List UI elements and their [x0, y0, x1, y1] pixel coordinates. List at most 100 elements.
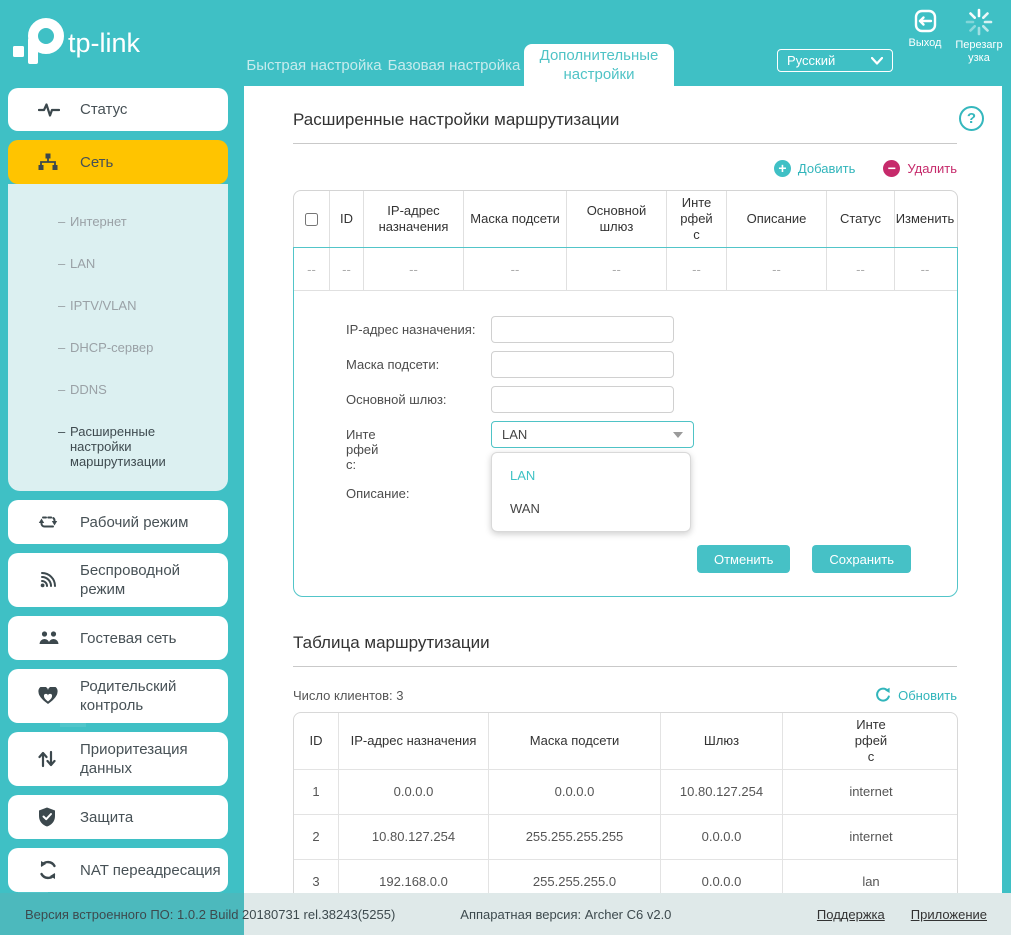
default-gateway-field[interactable] [491, 386, 674, 413]
main-content: ? Расширенные настройки маршрутизации + … [244, 86, 1002, 905]
tab-quick-setup[interactable]: Быстрая настройка [246, 56, 382, 74]
footer-bg-left [0, 893, 244, 935]
column-header: ID [294, 713, 339, 769]
network-submenu: – Интернет – LAN – IPTV/VLAN – DHCP-сервер –… [8, 184, 228, 491]
top-tabs: Быстрая настройка Базовая настройка Допо… [244, 0, 674, 86]
routing-table-section: Таблица маршрутизации Число клиентов: 3 … [293, 633, 958, 905]
option-lan[interactable]: LAN [510, 468, 536, 483]
column-header: Маска подсети [489, 713, 661, 769]
sidebar-item-label: NAT переадресация [80, 861, 221, 879]
app-header: tp-link Быстрая настройка Базовая настро… [0, 0, 1011, 86]
help-button[interactable]: ? [959, 106, 984, 131]
logout-label: Выход [908, 37, 942, 49]
route-editor-panel: -- -- -- -- -- -- -- -- -- IP-адрес назн… [293, 247, 958, 597]
delete-route-button[interactable]: − Удалить [883, 158, 957, 178]
destination-ip-field[interactable] [491, 316, 674, 343]
footer-bg-right [244, 893, 1011, 935]
submenu-item-internet[interactable]: – Интернет [58, 214, 127, 229]
column-header: IP-адрес назначения [339, 713, 489, 769]
column-header: Интерфейс [667, 191, 727, 247]
support-link[interactable]: Поддержка [816, 906, 885, 922]
pulse-icon [38, 100, 60, 120]
submenu-item-lan[interactable]: – LAN [58, 256, 96, 271]
wifi-icon [38, 570, 60, 590]
description-label: Описание: [346, 486, 410, 501]
plus-icon: + [773, 159, 791, 177]
routes-table-header: ID IP-адрес назначения Маска подсети Осн… [293, 190, 958, 247]
sidebar-item-label: Статус [80, 101, 128, 118]
brand-text: tp-link [68, 28, 141, 58]
submenu-item-dhcp[interactable]: – DHCP-сервер [58, 340, 154, 355]
logout-button[interactable]: Выход [901, 8, 949, 50]
sync-arrows-icon [38, 512, 60, 532]
language-select[interactable]: Русский [777, 49, 893, 72]
subnet-mask-field[interactable] [491, 351, 674, 378]
interface-label: Интерфейс: [346, 427, 379, 472]
app-link[interactable]: Приложение [910, 906, 987, 922]
refresh-button[interactable]: Обновить [875, 687, 957, 703]
reboot-label: Перезагрузка [955, 39, 1003, 64]
submenu-item-ddns[interactable]: – DDNS [58, 382, 107, 397]
heart-icon [38, 686, 60, 706]
network-icon [38, 152, 60, 172]
column-header: IP-адрес назначения [364, 191, 464, 247]
sidebar-item-operation-mode[interactable]: Рабочий режим [8, 500, 228, 544]
sidebar-item-guest-network[interactable]: Гостевая сеть [8, 616, 228, 660]
new-route-row: -- -- -- -- -- -- -- -- -- [294, 248, 957, 291]
table-row: 1 0.0.0.0 0.0.0.0 10.80.127.254 internet [294, 770, 957, 815]
option-wan[interactable]: WAN [510, 501, 540, 516]
routing-table: ID IP-адрес назначения Маска подсети Шлю… [293, 712, 958, 905]
reboot-button[interactable]: Перезагрузка [955, 8, 1003, 65]
ip-label: IP-адрес назначения: [346, 322, 476, 337]
tp-link-logo: tp-link [12, 16, 174, 70]
column-header: ID [330, 191, 364, 247]
interface-dropdown: LAN WAN [491, 452, 691, 532]
sidebar-item-wireless[interactable]: Беспроводной режим [8, 553, 228, 607]
column-header: Маска подсети [464, 191, 567, 247]
sidebar: Статус Сеть – Интернет – LAN – IPTV/VLAN – D… [0, 86, 244, 935]
minus-icon: − [883, 159, 901, 177]
footer: Версия встроенного ПО: 1.0.2 Build 20180… [0, 893, 1011, 935]
sidebar-item-parental-controls[interactable]: Родительский контроль [8, 669, 228, 723]
firmware-version: Версия встроенного ПО: 1.0.2 Build 20180… [25, 906, 396, 922]
circular-arrows-icon [38, 860, 60, 880]
sidebar-item-qos[interactable]: Приоритезация данных [8, 732, 228, 786]
tab-basic[interactable]: Базовая настройка [387, 56, 521, 74]
sidebar-item-security[interactable]: Защита [8, 795, 228, 839]
submenu-item-advanced-routing[interactable]: – Расширенные настройки маршрутизации [58, 424, 166, 469]
sidebar-item-network[interactable]: Сеть [8, 140, 228, 184]
sidebar-item-nat-forwarding[interactable]: NAT переадресация [8, 848, 228, 892]
tab-advanced[interactable]: Дополнительные настройки [524, 44, 674, 86]
submenu-item-iptv-vlan[interactable]: – IPTV/VLAN [58, 298, 137, 313]
cancel-button[interactable]: Отменить [696, 545, 791, 573]
gateway-label: Основной шлюз: [346, 392, 447, 407]
route-form: IP-адрес назначения: Маска подсети: Осно… [294, 291, 957, 596]
column-header: Интерфейс [854, 717, 888, 764]
sidebar-item-status[interactable]: Статус [8, 88, 228, 131]
routing-table-title: Таблица маршрутизации [293, 633, 490, 652]
chevron-down-icon [871, 56, 883, 65]
add-route-button[interactable]: + Добавить [773, 158, 855, 178]
language-value: Русский [787, 53, 836, 68]
clients-count: Число клиентов: 3 [293, 687, 404, 703]
sidebar-item-label: Сеть [80, 153, 114, 171]
save-button[interactable]: Сохранить [812, 545, 911, 573]
up-down-arrows-icon [38, 749, 60, 769]
interface-value: LAN [502, 427, 528, 442]
hardware-version: Аппаратная версия: Archer C6 v2.0 [460, 906, 672, 922]
interface-select[interactable]: LAN [491, 421, 694, 448]
mask-label: Маска подсети: [346, 357, 440, 372]
tp-link-wordmark: tp-link [68, 28, 141, 58]
table-row: 3 192.168.0.0 255.255.255.0 0.0.0.0 lan [294, 860, 957, 904]
column-header: Описание [727, 191, 827, 247]
select-all-checkbox[interactable] [305, 212, 318, 226]
routes-table: ID IP-адрес назначения Маска подсети Осн… [293, 190, 958, 597]
routes-toolbar: + Добавить − Удалить [293, 158, 957, 178]
column-header: Основной шлюз [567, 191, 667, 247]
logout-icon [914, 9, 937, 33]
shield-icon [38, 807, 60, 827]
sidebar-item-label: Рабочий режим [80, 513, 189, 531]
dropdown-arrow-icon [673, 431, 683, 438]
refresh-icon [876, 687, 890, 702]
